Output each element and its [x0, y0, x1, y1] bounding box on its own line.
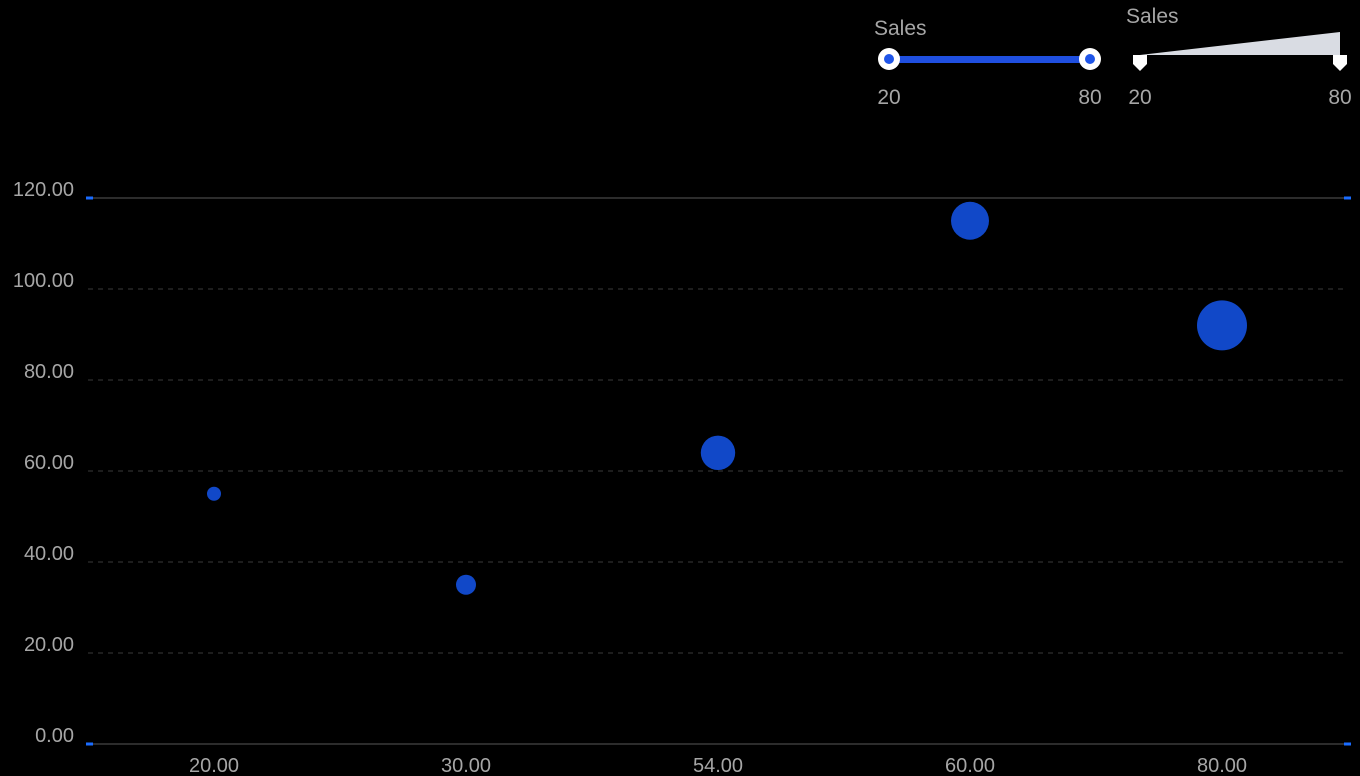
y-axis: 0.00 20.00 40.00 60.00 80.00 100.00 120.00: [13, 179, 1351, 747]
size-legend-min-label: 20: [1128, 86, 1151, 109]
data-point[interactable]: [951, 201, 989, 240]
size-legend: Sales 20 80: [1126, 5, 1352, 109]
y-tick-label: 0.00: [35, 725, 74, 747]
color-legend-max-handle[interactable]: [1079, 48, 1101, 70]
grid-lines: [88, 197, 1348, 745]
y-tick-label: 80.00: [24, 361, 74, 383]
data-point[interactable]: [700, 435, 736, 470]
axis-marker-right-bottom: [1344, 742, 1351, 746]
size-legend-min-handle[interactable]: [1133, 55, 1147, 71]
y-tick-label: 40.00: [24, 543, 74, 565]
size-legend-max-label: 80: [1328, 86, 1351, 109]
y-tick-label: 20.00: [24, 634, 74, 656]
x-tick-label: 60.00: [945, 755, 995, 776]
x-tick-label: 20.00: [189, 755, 239, 776]
data-point[interactable]: [207, 486, 221, 501]
color-legend-min-handle[interactable]: [878, 48, 900, 70]
x-tick-label: 54.00: [693, 755, 743, 776]
data-point[interactable]: [456, 574, 476, 595]
axis-marker-left-bottom: [86, 742, 93, 746]
color-legend: Sales 20 80: [874, 17, 1102, 109]
color-legend-min-label: 20: [877, 86, 900, 109]
size-legend-title: Sales: [1126, 5, 1179, 28]
data-points: [207, 201, 1247, 595]
x-axis: 20.00 30.00 54.00 60.00 80.00: [189, 755, 1247, 776]
color-legend-max-label: 80: [1078, 86, 1101, 109]
data-point[interactable]: [1197, 300, 1247, 351]
x-tick-label: 80.00: [1197, 755, 1247, 776]
x-tick-label: 30.00: [441, 755, 491, 776]
color-legend-title: Sales: [874, 17, 927, 40]
axis-marker-left-top: [86, 196, 93, 200]
y-tick-label: 60.00: [24, 452, 74, 474]
axis-marker-right-top: [1344, 196, 1351, 200]
size-legend-max-handle[interactable]: [1333, 55, 1347, 71]
color-legend-bar: [889, 56, 1090, 63]
y-tick-label: 100.00: [13, 270, 74, 292]
size-legend-wedge: [1140, 32, 1340, 55]
y-tick-label: 120.00: [13, 179, 74, 201]
